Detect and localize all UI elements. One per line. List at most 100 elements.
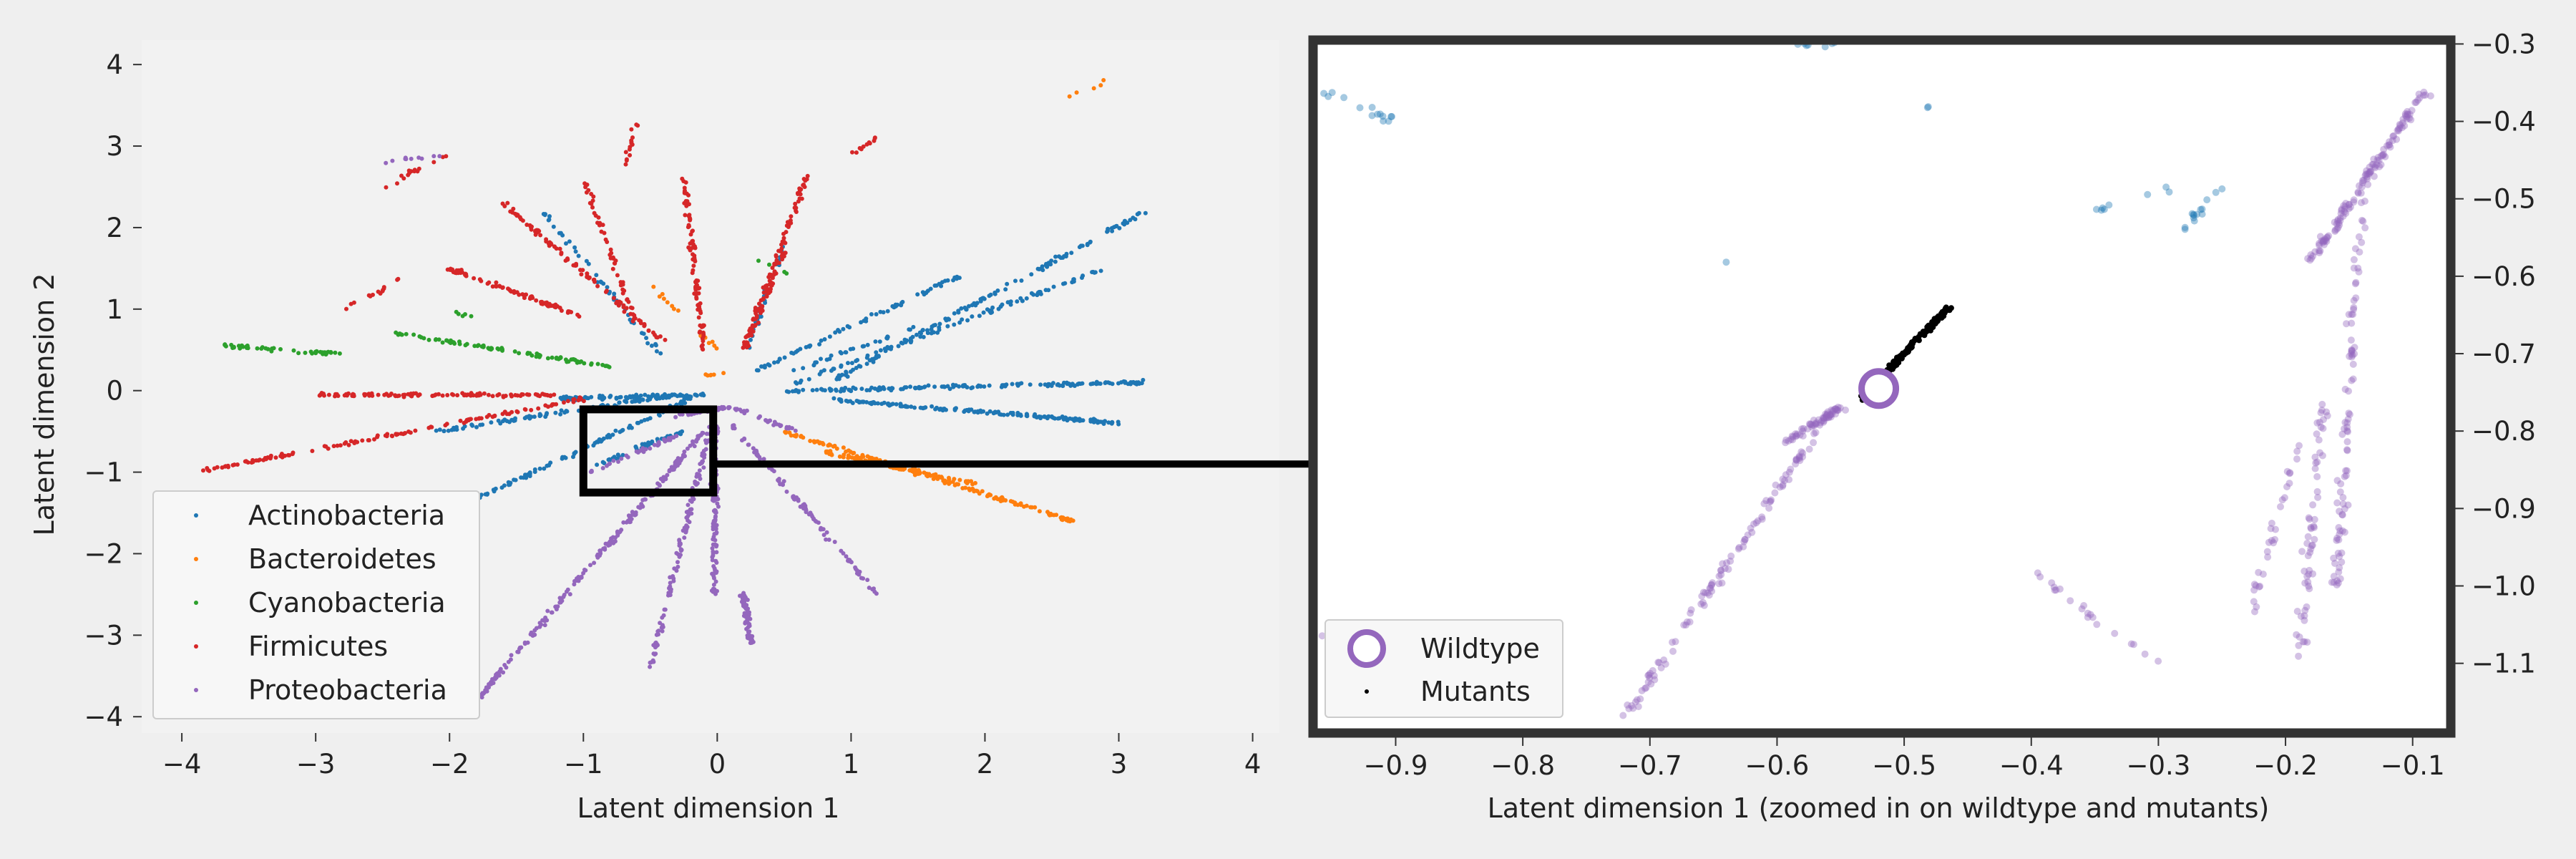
point-proteobacteria xyxy=(615,533,620,538)
point-cyanobacteria xyxy=(476,343,481,348)
point-proteobacteria-background xyxy=(1826,411,1834,419)
point-proteobacteria-background xyxy=(2346,352,2353,360)
point-proteobacteria-background xyxy=(2396,125,2404,132)
point-actinobacteria xyxy=(650,439,655,444)
point-actinobacteria xyxy=(899,303,904,308)
point-proteobacteria-background xyxy=(2373,156,2381,164)
point-cyanobacteria xyxy=(434,337,439,341)
point-firmicutes xyxy=(520,218,525,223)
point-firmicutes xyxy=(592,277,597,282)
point-actinobacteria xyxy=(871,359,876,364)
point-actinobacteria xyxy=(748,337,753,342)
point-proteobacteria-background xyxy=(2280,494,2288,502)
point-actinobacteria xyxy=(629,425,634,430)
point-proteobacteria-background xyxy=(2316,241,2323,249)
point-proteobacteria-background xyxy=(2377,161,2385,169)
point-proteobacteria-background xyxy=(2396,122,2404,130)
point-proteobacteria-background xyxy=(2331,228,2339,236)
point-proteobacteria-background xyxy=(1700,601,1708,609)
point-firmicutes xyxy=(537,228,542,233)
point-proteobacteria-background xyxy=(2319,237,2327,244)
point-proteobacteria-background xyxy=(1810,422,1818,430)
point-proteobacteria-background xyxy=(1785,476,1793,483)
point-actinobacteria-background xyxy=(1722,258,1730,266)
point-bacteroidetes xyxy=(966,479,970,484)
point-proteobacteria-background xyxy=(2052,586,2060,594)
point-proteobacteria-background xyxy=(1758,513,1766,521)
point-proteobacteria-background xyxy=(2376,162,2384,170)
point-bacteroidetes xyxy=(952,482,957,487)
point-mutants xyxy=(1935,318,1941,324)
point-cyanobacteria xyxy=(236,344,241,349)
point-actinobacteria xyxy=(492,489,497,494)
point-proteobacteria-background xyxy=(1672,638,1679,646)
point-proteobacteria xyxy=(671,576,676,581)
point-firmicutes xyxy=(273,455,278,460)
point-actinobacteria xyxy=(913,386,918,391)
point-bacteroidetes xyxy=(947,477,952,482)
point-firmicutes xyxy=(754,314,759,319)
point-actinobacteria xyxy=(791,351,796,356)
point-proteobacteria xyxy=(555,604,560,609)
point-firmicutes xyxy=(431,160,436,165)
point-proteobacteria-background xyxy=(2301,616,2308,624)
point-proteobacteria-background xyxy=(1785,468,1793,476)
point-actinobacteria xyxy=(485,491,490,496)
point-firmicutes xyxy=(477,391,482,396)
point-proteobacteria-background xyxy=(2389,132,2397,140)
point-actinobacteria xyxy=(1005,300,1010,305)
point-proteobacteria xyxy=(661,613,666,618)
point-bacteroidetes xyxy=(811,439,816,444)
point-proteobacteria-background xyxy=(1829,407,1837,415)
point-proteobacteria-background xyxy=(1318,632,1326,640)
point-firmicutes xyxy=(770,276,775,281)
point-firmicutes xyxy=(235,462,240,467)
point-actinobacteria xyxy=(937,321,942,326)
point-proteobacteria-background xyxy=(2313,472,2321,480)
point-proteobacteria xyxy=(574,578,578,583)
point-actinobacteria xyxy=(1136,380,1141,385)
point-firmicutes xyxy=(553,302,558,307)
point-firmicutes xyxy=(646,328,651,333)
point-actinobacteria xyxy=(543,414,548,419)
point-actinobacteria xyxy=(952,322,957,327)
point-actinobacteria xyxy=(987,383,992,388)
point-firmicutes xyxy=(409,169,414,174)
point-proteobacteria-background xyxy=(2306,585,2313,593)
point-firmicutes xyxy=(230,462,235,467)
point-proteobacteria xyxy=(739,593,744,598)
point-proteobacteria xyxy=(731,423,736,428)
point-firmicutes xyxy=(794,210,799,214)
point-proteobacteria xyxy=(758,414,762,419)
point-firmicutes xyxy=(546,404,550,409)
point-mutants xyxy=(1927,324,1933,330)
point-actinobacteria xyxy=(847,325,852,330)
point-actinobacteria xyxy=(437,427,442,432)
point-actinobacteria xyxy=(982,384,987,389)
point-actinobacteria-background xyxy=(2181,225,2189,233)
point-proteobacteria-background xyxy=(2404,107,2411,115)
point-proteobacteria-background xyxy=(2374,154,2382,161)
point-actinobacteria xyxy=(915,292,920,297)
point-firmicutes xyxy=(497,392,502,397)
point-proteobacteria xyxy=(643,497,648,502)
point-firmicutes xyxy=(334,392,339,397)
point-actinobacteria xyxy=(875,401,880,406)
point-proteobacteria xyxy=(674,550,679,555)
point-proteobacteria-background xyxy=(2336,488,2344,496)
point-actinobacteria xyxy=(1005,281,1010,286)
point-proteobacteria-background xyxy=(2301,606,2309,614)
point-actinobacteria xyxy=(632,399,637,404)
point-bacteroidetes xyxy=(1000,498,1005,503)
point-proteobacteria-background xyxy=(1796,431,1804,439)
point-proteobacteria xyxy=(793,428,798,433)
point-actinobacteria xyxy=(635,398,640,403)
point-firmicutes xyxy=(522,296,527,301)
point-bacteroidetes xyxy=(1022,504,1026,509)
point-proteobacteria-background xyxy=(2331,560,2338,567)
point-proteobacteria-background xyxy=(1715,580,1723,588)
point-proteobacteria xyxy=(688,443,693,448)
point-proteobacteria-background xyxy=(2366,163,2373,171)
point-proteobacteria-background xyxy=(2305,514,2313,522)
